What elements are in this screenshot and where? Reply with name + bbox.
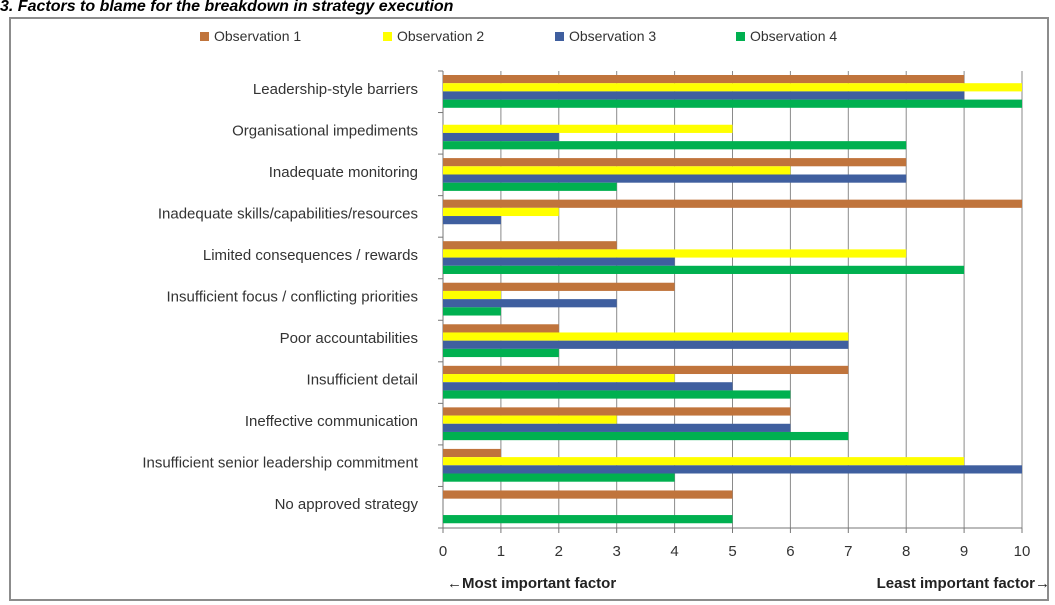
legend-swatch xyxy=(555,32,564,41)
bar xyxy=(443,431,849,441)
bar xyxy=(443,91,965,100)
bar xyxy=(443,515,733,524)
bar xyxy=(443,249,907,258)
bar xyxy=(443,216,501,225)
category-label: Poor accountabilities xyxy=(280,330,418,347)
legend-label: Observation 1 xyxy=(214,28,301,44)
x-tick-label: 8 xyxy=(902,543,910,560)
legend-swatch xyxy=(200,32,209,41)
bar xyxy=(443,457,965,466)
bar xyxy=(443,174,907,183)
category-label: Insufficient detail xyxy=(307,372,418,389)
bar xyxy=(443,307,501,316)
bar xyxy=(443,158,907,167)
bar xyxy=(443,99,1022,108)
x-tick-label: 4 xyxy=(670,543,678,560)
x-tick-label: 2 xyxy=(555,543,563,560)
bar xyxy=(443,265,965,274)
bar xyxy=(443,340,849,349)
category-label: Ineffective communication xyxy=(245,413,418,430)
bar xyxy=(443,490,733,499)
bar xyxy=(443,365,849,375)
bar xyxy=(443,423,791,432)
bar xyxy=(443,448,501,458)
bar xyxy=(443,348,559,358)
bar xyxy=(443,207,559,217)
x-tick-label: 3 xyxy=(613,543,621,560)
bar xyxy=(443,75,965,84)
bar xyxy=(443,241,617,250)
category-label: Limited consequences / rewards xyxy=(203,247,418,264)
category-label: Organisational impediments xyxy=(232,122,418,139)
category-label: Inadequate monitoring xyxy=(269,164,418,181)
annotation-least-important: Least important factor→ xyxy=(877,575,1050,592)
category-label: Leadership-style barriers xyxy=(253,81,418,98)
x-tick-label: 1 xyxy=(497,543,505,560)
legend-swatch xyxy=(736,32,745,41)
figure-title: 3. Factors to blame for the breakdown in… xyxy=(0,0,454,15)
legend-label: Observation 4 xyxy=(750,28,837,44)
bar xyxy=(443,299,617,308)
bar xyxy=(443,382,733,391)
x-tick-label: 0 xyxy=(439,543,447,560)
category-label: No approved strategy xyxy=(275,496,419,513)
bar xyxy=(443,182,617,191)
category-label: Insufficient senior leadership commitmen… xyxy=(142,455,419,472)
legend-label: Observation 2 xyxy=(397,28,484,44)
bar xyxy=(443,332,849,341)
category-label: Inadequate skills/capabilities/resources xyxy=(158,205,418,222)
bar xyxy=(443,132,559,142)
bar xyxy=(443,407,791,416)
bar xyxy=(443,324,559,333)
legend-label: Observation 3 xyxy=(569,28,656,44)
bar xyxy=(443,374,675,383)
annotation-most-important: ←Most important factor xyxy=(447,575,616,592)
x-tick-label: 6 xyxy=(786,543,794,560)
bar xyxy=(443,290,501,300)
bar xyxy=(443,282,675,291)
x-tick-label: 10 xyxy=(1014,543,1031,560)
bar xyxy=(443,166,791,175)
chart-frame xyxy=(9,17,1049,601)
bar xyxy=(443,465,1022,474)
x-tick-label: 7 xyxy=(844,543,852,560)
bar xyxy=(443,83,1022,92)
bar xyxy=(443,473,675,482)
bar xyxy=(443,124,733,133)
bar xyxy=(443,390,791,399)
category-label: Insufficient focus / conflicting priorit… xyxy=(166,289,418,306)
bar xyxy=(443,257,675,266)
legend-swatch xyxy=(383,32,392,41)
x-tick-label: 9 xyxy=(960,543,968,560)
bar xyxy=(443,141,907,150)
bar xyxy=(443,199,1022,208)
bar xyxy=(443,415,617,424)
x-tick-label: 5 xyxy=(728,543,736,560)
